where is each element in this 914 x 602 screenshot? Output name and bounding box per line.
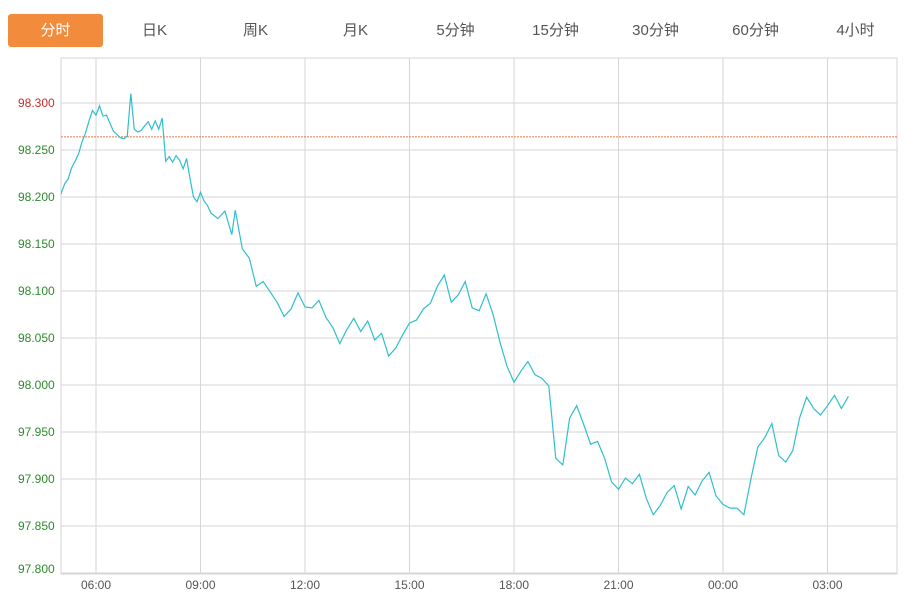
x-tick-label: 09:00 bbox=[185, 578, 215, 592]
plot-border bbox=[60, 57, 898, 575]
tab-4hour[interactable]: 4小时 bbox=[836, 22, 875, 39]
tab-15min[interactable]: 15分钟 bbox=[532, 22, 579, 39]
y-tick-label: 98.050 bbox=[18, 331, 55, 345]
x-tick-label: 12:00 bbox=[290, 578, 320, 592]
y-tick-label: 98.300 bbox=[18, 96, 55, 110]
x-tick-label: 15:00 bbox=[394, 578, 424, 592]
tab-monthly-k[interactable]: 月K bbox=[342, 22, 368, 39]
price-line bbox=[61, 93, 849, 516]
y-tick-label: 98.000 bbox=[18, 378, 55, 392]
tab-time-share[interactable]: 分时 bbox=[8, 14, 103, 47]
y-tick-label: 97.800 bbox=[18, 562, 55, 576]
y-axis-labels: 98.300 98.250 98.200 98.150 98.100 98.050 98.0… bbox=[18, 96, 55, 576]
y-tick-label: 98.250 bbox=[18, 143, 55, 157]
y-tick-label: 98.150 bbox=[18, 237, 55, 251]
tab-30min[interactable]: 30分钟 bbox=[632, 22, 679, 39]
x-tick-label: 21:00 bbox=[603, 578, 633, 592]
tab-daily-k[interactable]: 日K bbox=[141, 22, 167, 39]
y-tick-label: 97.850 bbox=[18, 519, 55, 533]
y-tick-label: 98.100 bbox=[18, 284, 55, 298]
period-tabs: 分时 日K 周K 月K 5分钟 15分钟 30分钟 60分钟 4小时 bbox=[0, 0, 914, 58]
chart-grid bbox=[60, 57, 898, 575]
tab-60min[interactable]: 60分钟 bbox=[732, 22, 779, 39]
x-tick-label: 18:00 bbox=[499, 578, 529, 592]
x-tick-label: 03:00 bbox=[812, 578, 842, 592]
y-tick-label: 97.900 bbox=[18, 472, 55, 486]
tab-weekly-k[interactable]: 周K bbox=[242, 22, 268, 39]
x-tick-label: 00:00 bbox=[708, 578, 738, 592]
y-tick-label: 97.950 bbox=[18, 425, 55, 439]
y-tick-label: 98.200 bbox=[18, 190, 55, 204]
tab-5min[interactable]: 5分钟 bbox=[436, 22, 475, 39]
plot-area bbox=[61, 93, 897, 516]
x-tick-label: 06:00 bbox=[81, 578, 111, 592]
x-axis-labels: 06:00 09:00 12:00 15:00 18:00 21:00 00:00 03:00 bbox=[81, 578, 843, 592]
